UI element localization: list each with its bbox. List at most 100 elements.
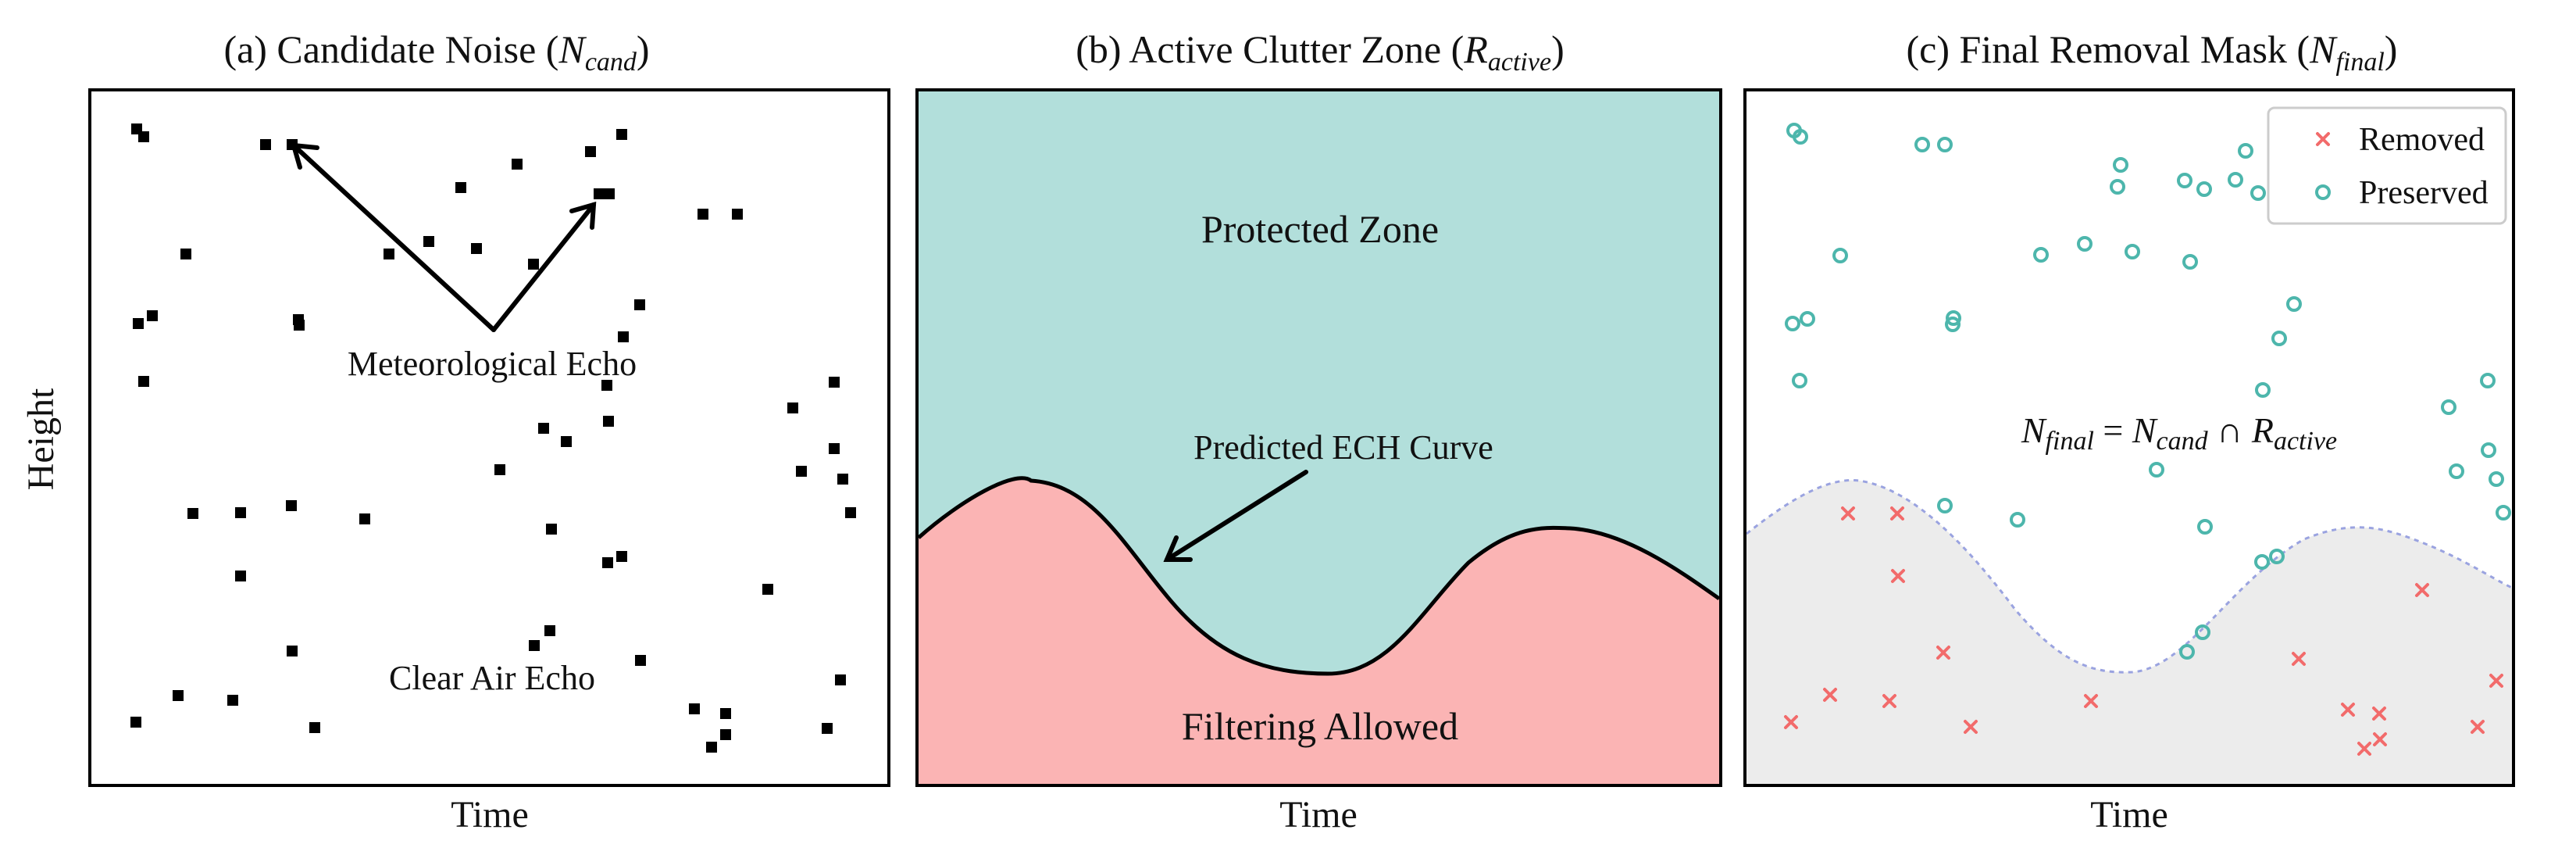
removed-point xyxy=(1823,688,1837,702)
candidate-noise-point xyxy=(546,524,557,535)
candidate-noise-point xyxy=(384,249,394,259)
dashed-ech-curve xyxy=(1746,478,2513,674)
preserved-point xyxy=(1832,248,1848,263)
candidate-noise-point xyxy=(235,571,246,581)
removed-point xyxy=(2373,732,2387,746)
candidate-noise-point xyxy=(180,249,191,259)
removed-point xyxy=(1882,694,1896,708)
preserved-point xyxy=(2254,554,2270,570)
preserved-point xyxy=(2195,624,2210,640)
candidate-noise-point xyxy=(147,310,158,321)
removed-point xyxy=(2489,674,2503,688)
candidate-noise-point xyxy=(528,259,539,270)
preserved-point xyxy=(2496,505,2511,521)
preserved-point xyxy=(1785,316,1800,331)
preserved-point xyxy=(2481,442,2496,458)
removed-point xyxy=(1936,646,1950,660)
candidate-noise-point xyxy=(594,188,605,199)
candidate-noise-point xyxy=(845,507,856,518)
candidate-noise-point xyxy=(796,466,807,477)
preserved-point xyxy=(2286,296,2302,312)
removed-point xyxy=(1841,506,1855,521)
preserved-point xyxy=(1937,137,1953,152)
removed-point xyxy=(2415,583,2429,597)
removed-point xyxy=(2357,742,2371,756)
panel-b-x-label: Time xyxy=(1279,794,1358,835)
candidate-noise-point xyxy=(187,508,198,519)
preserved-point xyxy=(2077,236,2093,252)
candidate-noise-point xyxy=(538,423,549,434)
candidate-noise-point xyxy=(602,557,613,568)
candidate-noise-point xyxy=(529,640,540,651)
candidate-noise-point xyxy=(286,500,297,511)
preserved-point xyxy=(2271,331,2287,346)
preserved-point xyxy=(2196,181,2212,197)
legend-removed-label: Removed xyxy=(2359,122,2485,158)
preserved-point xyxy=(2125,244,2140,259)
preserved-point xyxy=(1937,498,1953,513)
candidate-noise-point xyxy=(494,464,505,475)
preserved-point xyxy=(2269,549,2285,564)
candidate-noise-point xyxy=(762,584,773,595)
panel-c-x-label: Time xyxy=(2090,794,2168,835)
removed-point xyxy=(1964,720,1978,734)
panel-b-title: (b) Active Clutter Zone (Ractive) xyxy=(1076,27,1564,77)
panel-b-frame xyxy=(915,88,1722,787)
y-axis-label: Height xyxy=(20,388,62,490)
preserved-point xyxy=(1792,373,1807,388)
candidate-noise-point xyxy=(585,146,596,157)
candidate-noise-point xyxy=(138,131,149,142)
candidate-noise-point xyxy=(309,722,320,733)
candidate-noise-point xyxy=(635,655,646,666)
curve-arrow xyxy=(1163,470,1308,562)
panel-a-title: (a) Candidate Noise (Ncand) xyxy=(223,27,649,77)
clutter-shade-area xyxy=(1746,480,2512,784)
preserved-point xyxy=(2149,462,2164,478)
candidate-noise-point xyxy=(604,188,615,199)
meteorological-echo-label: Meteorological Echo xyxy=(348,345,637,383)
candidate-noise-point xyxy=(133,318,144,329)
candidate-noise-point xyxy=(294,320,305,331)
protected-zone-label: Protected Zone xyxy=(1201,207,1439,251)
removed-point xyxy=(2372,707,2386,721)
preserved-point xyxy=(2489,471,2504,487)
removed-point xyxy=(2084,694,2098,708)
candidate-noise-point xyxy=(561,436,572,447)
preserved-point xyxy=(2255,382,2271,398)
legend: Removed Preserved xyxy=(2267,106,2507,225)
preserved-point xyxy=(2449,463,2464,479)
preserved-point xyxy=(2238,143,2253,159)
removed-point xyxy=(2341,703,2355,717)
clear-air-echo-label: Clear Air Echo xyxy=(389,659,595,697)
candidate-noise-point xyxy=(829,443,840,454)
removed-point xyxy=(2471,720,2485,734)
removal-formula: Nfinal = Ncand ∩ Ractive xyxy=(2021,410,2337,456)
meteorological-echo-arrows xyxy=(290,142,597,332)
removed-point xyxy=(1891,569,1905,583)
candidate-noise-point xyxy=(455,182,466,193)
preserved-point xyxy=(2010,512,2025,528)
preserved-point xyxy=(2033,247,2049,263)
candidate-noise-point xyxy=(698,209,708,220)
filtering-allowed-area xyxy=(919,478,1719,784)
candidate-noise-point xyxy=(616,551,627,562)
candidate-noise-point xyxy=(235,507,246,518)
candidate-noise-point xyxy=(732,209,743,220)
filtering-allowed-label: Filtering Allowed xyxy=(1182,704,1458,748)
candidate-noise-point xyxy=(173,690,184,701)
panel-c: (c) Final Removal Mask (Nfinal) Nfinal =… xyxy=(1743,27,2515,835)
candidate-noise-point xyxy=(471,243,482,254)
candidate-noise-point xyxy=(720,708,731,719)
candidate-noise-point xyxy=(720,729,731,740)
candidate-noise-point xyxy=(822,723,833,734)
preserved-point xyxy=(2182,254,2198,270)
removed-point xyxy=(1890,506,1904,521)
legend-preserved-marker xyxy=(2315,184,2331,200)
candidate-noise-point xyxy=(706,742,717,753)
panel-a-x-label: Time xyxy=(451,794,529,835)
candidate-noise-point xyxy=(601,380,612,391)
panel-c-title: (c) Final Removal Mask (Nfinal) xyxy=(1907,27,2398,77)
preserved-point xyxy=(2441,399,2456,415)
candidate-noise-point xyxy=(512,159,523,170)
candidate-noise-point xyxy=(544,625,555,636)
